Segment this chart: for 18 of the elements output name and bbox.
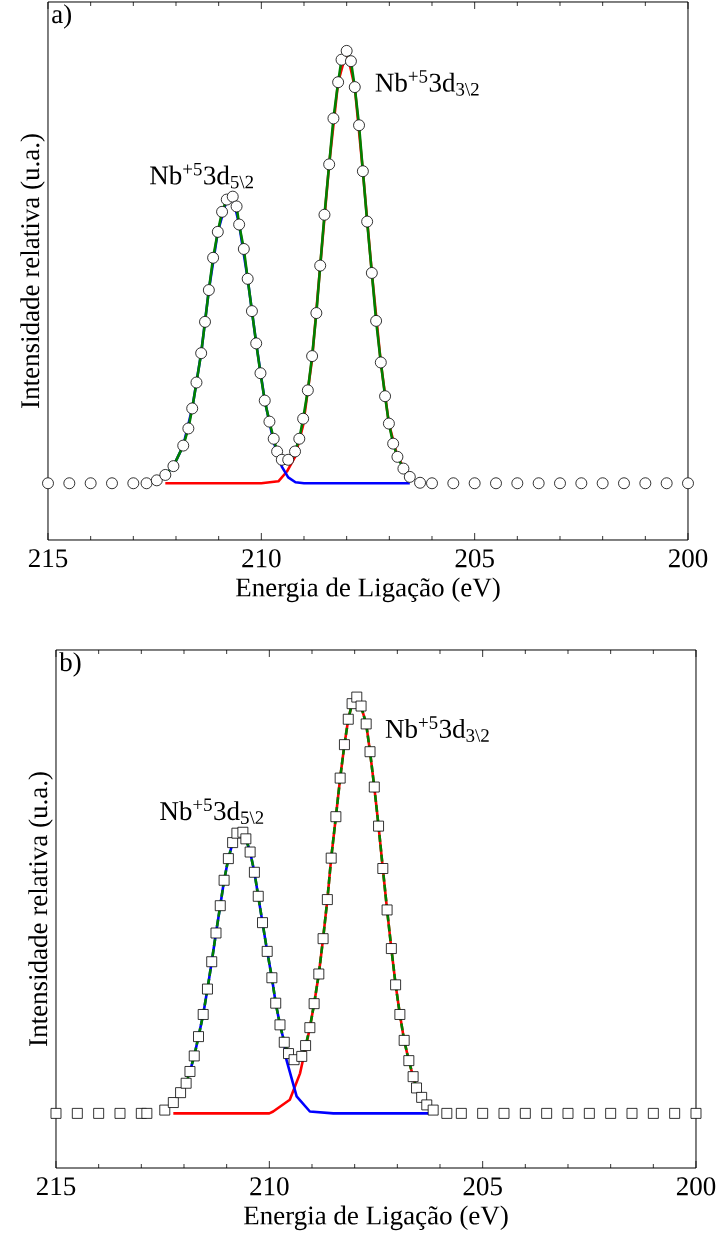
x-axis-title: Energia de Ligação (eV) bbox=[243, 1205, 508, 1231]
annotation: Nb$^{+5}$3d$_{5\2}$ bbox=[150, 162, 253, 189]
y-axis-title: Intensidade relativa (u.a.) bbox=[20, 134, 45, 408]
y-axis-title: Intensidade relativa (u.a.) bbox=[28, 772, 53, 1046]
x-tick-label: 205 bbox=[463, 1177, 502, 1196]
annotation: Nb$^{+5}$3d$_{3\2}$ bbox=[375, 70, 479, 96]
x-tick-label: 205 bbox=[455, 549, 494, 568]
x-axis-title: Energia de Ligação (eV) bbox=[235, 577, 500, 603]
x-tick-label: 210 bbox=[250, 1177, 289, 1196]
x-tick-label: 215 bbox=[36, 1177, 76, 1196]
x-tick-label: 200 bbox=[676, 1177, 716, 1196]
chart-title: a) bbox=[52, 4, 71, 29]
x-tick-label: 215 bbox=[28, 549, 68, 568]
x-tick-label: 210 bbox=[242, 549, 281, 568]
chart-title: b) bbox=[59, 652, 81, 677]
annotation: Nb$^{+5}$3d$_{3\2}$ bbox=[385, 716, 489, 742]
x-tick-label: 200 bbox=[668, 549, 708, 568]
annotation: Nb$^{+5}$3d$_{5\2}$ bbox=[160, 798, 264, 825]
